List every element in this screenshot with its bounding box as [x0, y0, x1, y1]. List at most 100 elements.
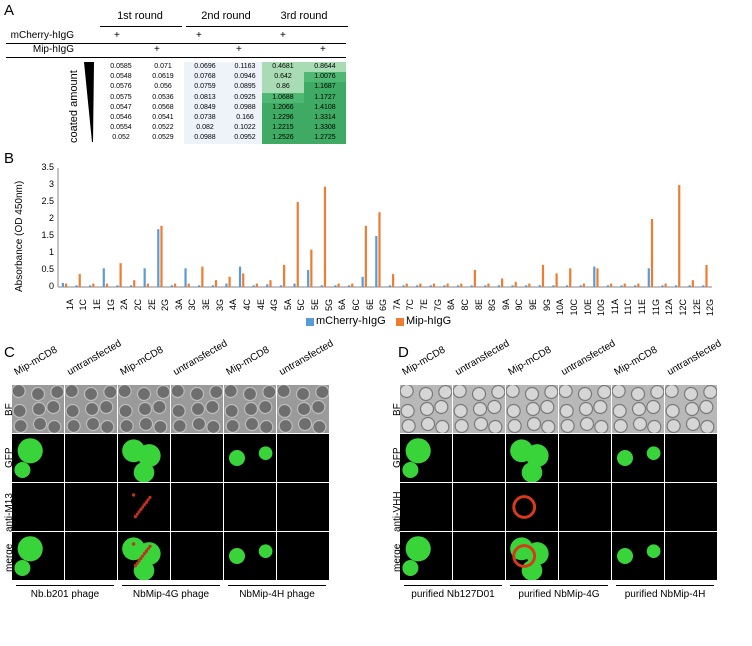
bar-mcherry-2C — [129, 285, 133, 287]
round-underline-3 — [262, 26, 348, 27]
bar-mip-12G — [705, 264, 708, 287]
c-micrograph-anti-m13-1 — [12, 483, 64, 531]
x-tick-label: 7A — [391, 299, 402, 311]
bar-mcherry-5C — [293, 283, 296, 287]
round-header-1: 1st round — [117, 10, 163, 22]
table-cell: 0.0536 — [152, 93, 174, 101]
table-cell: 0.0546 — [110, 114, 132, 121]
table-cell: 0.082 — [184, 123, 226, 134]
c-micrograph-gfp-2 — [65, 434, 117, 482]
table-cell: 1.2725 — [304, 133, 346, 144]
bar-mcherry-11E — [634, 285, 637, 287]
bar-mip-4G — [269, 280, 272, 287]
x-tick-label: 9A — [500, 299, 511, 311]
plus-mcherry-r2: + — [196, 30, 202, 41]
d-micrograph-gfp-4 — [559, 434, 611, 482]
table-cell: 0.056 — [154, 83, 172, 91]
c-caption: NbMip-4H phage — [239, 589, 315, 600]
bar-chart — [57, 168, 712, 288]
x-tick-label: 8E — [473, 299, 484, 311]
table-cell: 0.0696 — [184, 62, 226, 73]
table-cell: 0.0554 — [110, 124, 132, 132]
x-tick-label: 1C — [78, 299, 89, 311]
bar-mcherry-10C — [565, 285, 569, 287]
table-cell: 1.3314 — [304, 113, 346, 124]
table-cell: 0.0895 — [224, 82, 266, 93]
c-micrograph-bf-1 — [12, 385, 64, 433]
bar-mip-2A — [119, 263, 122, 287]
c-micrograph-bf-6 — [277, 385, 329, 433]
table-cell: 0.0813 — [184, 92, 226, 103]
y-tick-label: 3 — [48, 179, 54, 189]
c-caption-underline — [228, 585, 326, 586]
d-micrograph-bf-4 — [559, 385, 611, 433]
d-micrograph-merge-5 — [612, 532, 664, 580]
d-micrograph-merge-6 — [665, 532, 717, 580]
bar-mip-2G — [160, 225, 163, 287]
table-cell: 1.2296 — [262, 113, 304, 124]
table-cell: 0.0575 — [110, 93, 132, 101]
d-column-label: Mip-mCD8 — [506, 344, 554, 378]
bar-mcherry-1C — [75, 285, 78, 287]
bar-mip-11G — [650, 219, 654, 287]
c-micrograph-bf-2 — [65, 385, 117, 433]
c-micrograph-bf-4 — [171, 385, 223, 433]
table-cell: 1.2215 — [262, 123, 304, 134]
x-tick-label: 4C — [241, 299, 252, 311]
row-label-mip: Mip-hIgG — [32, 44, 74, 55]
c-micrograph-gfp-1 — [12, 434, 64, 482]
table-cell: 0.0576 — [110, 83, 132, 91]
bar-mip-4C — [242, 273, 245, 287]
bar-mcherry-3C — [184, 268, 187, 287]
table-cell: 0.0541 — [152, 114, 174, 121]
x-tick-label: 11A — [609, 299, 620, 315]
bar-mcherry-2G — [157, 229, 160, 287]
x-tick-label: 2G — [160, 299, 171, 312]
y-tick-label: 0 — [48, 281, 54, 291]
plus-mcherry-r1: + — [114, 30, 120, 41]
bar-mcherry-3G — [211, 285, 214, 287]
table-cell: 0.0952 — [224, 133, 266, 144]
c-micrograph-anti-m13-5 — [224, 483, 276, 531]
panel-label-d: D — [398, 344, 409, 361]
c-micrograph-gfp-3 — [118, 434, 170, 482]
bar-mcherry-10E — [579, 285, 582, 287]
x-tick-label: 3C — [187, 299, 198, 311]
coated-amount-label: coated amount — [68, 70, 80, 143]
bar-mcherry-11C — [620, 285, 623, 287]
bar-mip-7A — [392, 274, 395, 287]
bar-mip-7G — [432, 283, 436, 287]
table-cell: 0.642 — [262, 72, 304, 83]
plus-mcherry-r3: + — [280, 30, 286, 41]
bar-mip-8A — [446, 283, 449, 287]
table-cell: 0.0988 — [184, 133, 226, 144]
bar-mip-8G — [487, 283, 490, 287]
table-cell: 0.071 — [154, 63, 172, 70]
d-micrograph-bf-6 — [665, 385, 717, 433]
c-micrograph-merge-5 — [224, 532, 276, 580]
bar-mip-11E — [637, 283, 640, 287]
bar-mip-1G — [105, 283, 109, 287]
bar-mcherry-11A — [606, 285, 610, 287]
table-cell: 0.86 — [262, 82, 304, 93]
bar-mip-12E — [691, 280, 694, 287]
bar-mcherry-4E — [252, 285, 255, 287]
table-cell: 0.0547 — [110, 103, 132, 111]
y-tick-label: 1 — [48, 247, 54, 257]
x-tick-label: 12E — [691, 299, 702, 316]
table-cell: 0.0759 — [184, 82, 226, 93]
bar-mip-8C — [460, 283, 463, 287]
bar-mip-10G — [596, 268, 599, 287]
y-tick-label: 1.5 — [41, 230, 54, 240]
bar-mip-3G — [214, 280, 218, 287]
round-underline-2 — [186, 26, 268, 27]
d-column-label: untransfected — [665, 338, 724, 378]
bar-mip-1A — [65, 283, 68, 287]
bar-mip-3C — [187, 283, 190, 287]
bar-mip-5C — [296, 202, 299, 287]
plus-mip-r3: + — [320, 44, 326, 55]
table-cell: 0.0529 — [152, 134, 174, 142]
x-tick-label: 11G — [650, 299, 661, 316]
bar-mcherry-11G — [647, 268, 650, 287]
bar-mip-7E — [419, 283, 422, 287]
